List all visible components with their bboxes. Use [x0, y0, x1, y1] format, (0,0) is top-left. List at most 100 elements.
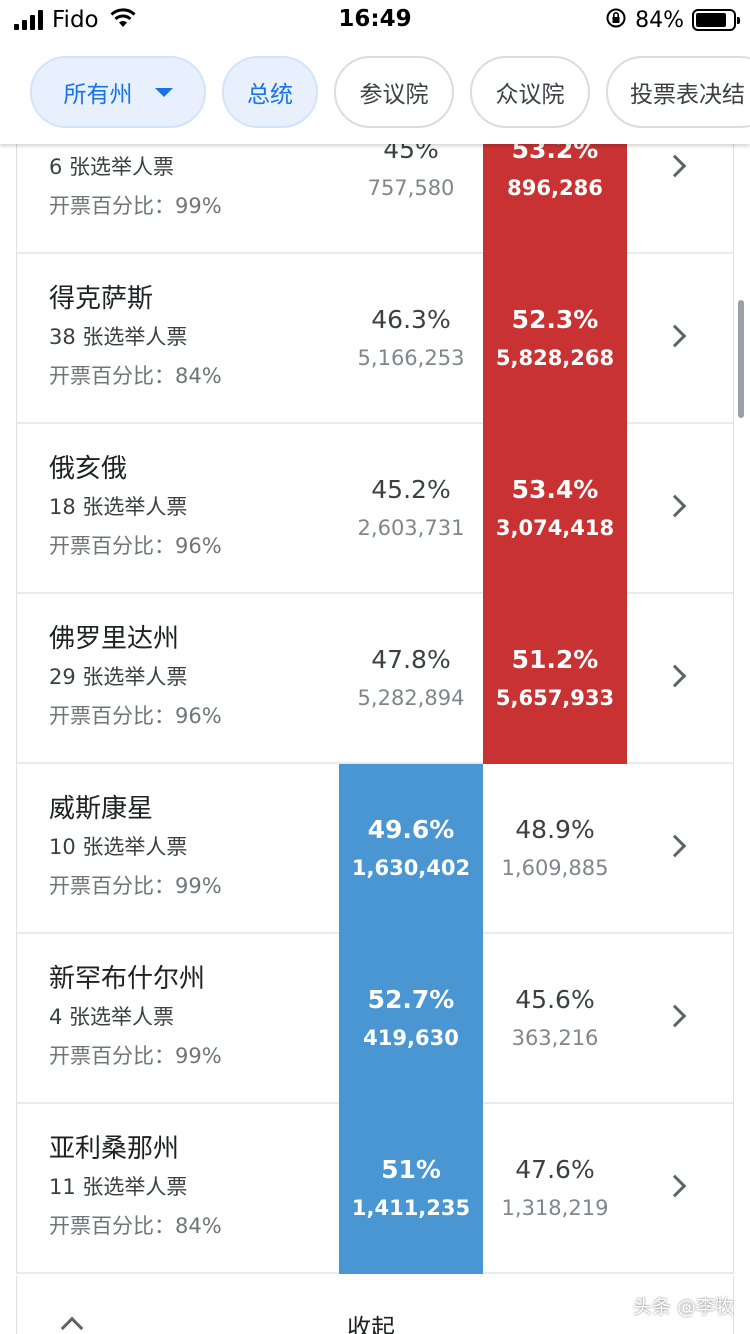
dem-percent: 46.3%	[371, 305, 451, 334]
dropdown-caret-icon	[154, 87, 173, 97]
dem-result-cell: 46.3% 5,166,253	[339, 254, 483, 424]
electoral-votes: 10 张选举人票	[49, 835, 188, 859]
dem-result-cell: 49.6% 1,630,402	[339, 764, 483, 934]
rep-result-cell: 53.4% 3,074,418	[483, 424, 627, 594]
dem-votes: 419,630	[363, 1026, 459, 1050]
rep-percent: 47.6%	[515, 1155, 595, 1184]
results-table: 6 张选举人票 开票百分比：99% 45% 757,580 53.2% 896,…	[16, 84, 734, 1274]
chevron-right-icon[interactable]	[663, 494, 687, 518]
state-info: 新罕布什尔州 4 张选举人票 开票百分比：99%	[49, 960, 222, 1076]
dem-result-cell: 45.2% 2,603,731	[339, 424, 483, 594]
orientation-lock-icon	[605, 7, 627, 33]
chip-house[interactable]: 众议院	[470, 56, 590, 128]
rep-votes: 1,318,219	[501, 1196, 609, 1220]
electoral-votes: 6 张选举人票	[49, 155, 175, 179]
rep-percent: 53.4%	[511, 475, 599, 504]
status-right: 84%	[605, 6, 740, 34]
state-name: 俄亥俄	[49, 454, 128, 484]
dem-result-cell: 52.7% 419,630	[339, 934, 483, 1104]
chip-ballot-measures[interactable]: 投票表决结	[606, 56, 750, 128]
chevron-right-icon[interactable]	[663, 324, 687, 348]
dem-percent: 52.7%	[367, 985, 455, 1014]
rep-percent: 51.2%	[511, 645, 599, 674]
state-name: 新罕布什尔州	[49, 964, 206, 994]
chip-all-states[interactable]: 所有州	[30, 56, 206, 128]
electoral-votes: 29 张选举人票	[49, 665, 188, 689]
electoral-votes: 4 张选举人票	[49, 1005, 175, 1029]
wifi-icon	[109, 7, 137, 33]
chevron-right-icon[interactable]	[663, 154, 687, 178]
rep-percent: 48.9%	[515, 815, 595, 844]
state-row[interactable]: 亚利桑那州 11 张选举人票 开票百分比：84% 51% 1,411,235 4…	[17, 1104, 733, 1274]
state-row[interactable]: 俄亥俄 18 张选举人票 开票百分比：96% 45.2% 2,603,731 5…	[17, 424, 733, 594]
dem-result-cell: 47.8% 5,282,894	[339, 594, 483, 764]
state-info: 6 张选举人票 开票百分比：99%	[49, 110, 222, 226]
dem-votes: 1,411,235	[351, 1196, 471, 1220]
dem-percent: 51%	[381, 1155, 441, 1184]
rep-result-cell: 47.6% 1,318,219	[483, 1104, 627, 1274]
state-info: 亚利桑那州 11 张选举人票 开票百分比：84%	[49, 1130, 222, 1246]
rep-result-cell: 48.9% 1,609,885	[483, 764, 627, 934]
dem-percent: 45.2%	[371, 475, 451, 504]
battery-icon	[692, 9, 740, 31]
state-row[interactable]: 佛罗里达州 29 张选举人票 开票百分比：96% 47.8% 5,282,894…	[17, 594, 733, 764]
reporting-percent: 开票百分比：84%	[49, 364, 222, 388]
rep-votes: 363,216	[511, 1026, 599, 1050]
electoral-votes: 18 张选举人票	[49, 495, 188, 519]
chevron-right-icon[interactable]	[663, 1004, 687, 1028]
chip-label: 参议院	[359, 82, 429, 108]
reporting-percent: 开票百分比：99%	[49, 194, 222, 218]
collapse-label: 收起	[347, 1314, 395, 1334]
rep-votes: 896,286	[507, 176, 603, 200]
status-left: Fido	[14, 6, 137, 34]
clock: 16:49	[338, 6, 412, 32]
chevron-right-icon[interactable]	[663, 1174, 687, 1198]
reporting-percent: 开票百分比：96%	[49, 704, 222, 728]
chip-label: 所有州	[63, 82, 133, 108]
state-info: 得克萨斯 38 张选举人票 开票百分比：84%	[49, 280, 222, 396]
rep-votes: 5,657,933	[495, 686, 615, 710]
chip-label: 投票表决结	[630, 82, 745, 108]
state-info: 俄亥俄 18 张选举人票 开票百分比：96%	[49, 450, 222, 566]
chip-senate[interactable]: 参议院	[334, 56, 454, 128]
chip-president[interactable]: 总统	[222, 56, 318, 128]
watermark: 头条 @李牧	[632, 1296, 734, 1318]
chip-label: 总统	[247, 82, 293, 108]
rep-result-cell: 45.6% 363,216	[483, 934, 627, 1104]
dem-percent: 47.8%	[371, 645, 451, 674]
dem-votes: 757,580	[367, 176, 455, 200]
chip-label: 众议院	[495, 82, 565, 108]
reporting-percent: 开票百分比：99%	[49, 874, 222, 898]
dem-votes: 5,282,894	[357, 686, 465, 710]
dem-votes: 2,603,731	[357, 516, 465, 540]
state-info: 佛罗里达州 29 张选举人票 开票百分比：96%	[49, 620, 222, 736]
cellular-signal-icon	[14, 10, 43, 30]
state-row[interactable]: 威斯康星 10 张选举人票 开票百分比：99% 49.6% 1,630,402 …	[17, 764, 733, 934]
rep-percent: 52.3%	[511, 305, 599, 334]
reporting-percent: 开票百分比：96%	[49, 534, 222, 558]
dem-votes: 5,166,253	[357, 346, 465, 370]
chevron-right-icon[interactable]	[663, 834, 687, 858]
state-row[interactable]: 新罕布什尔州 4 张选举人票 开票百分比：99% 52.7% 419,630 4…	[17, 934, 733, 1104]
state-name: 亚利桑那州	[49, 1134, 180, 1164]
rep-percent: 45.6%	[515, 985, 595, 1014]
scrollbar[interactable]	[738, 300, 744, 418]
rep-votes: 1,609,885	[501, 856, 609, 880]
dem-votes: 1,630,402	[351, 856, 471, 880]
rep-result-cell: 52.3% 5,828,268	[483, 254, 627, 424]
electoral-votes: 11 张选举人票	[49, 1175, 188, 1199]
state-info: 威斯康星 10 张选举人票 开票百分比：99%	[49, 790, 222, 906]
state-name: 佛罗里达州	[49, 624, 180, 654]
filter-chip-bar: 所有州 总统 参议院 众议院 投票表决结	[0, 40, 750, 144]
dem-result-cell: 51% 1,411,235	[339, 1104, 483, 1274]
reporting-percent: 开票百分比：99%	[49, 1044, 222, 1068]
dem-percent: 49.6%	[367, 815, 455, 844]
rep-result-cell: 51.2% 5,657,933	[483, 594, 627, 764]
carrier-name: Fido	[52, 7, 99, 33]
state-row[interactable]: 得克萨斯 38 张选举人票 开票百分比：84% 46.3% 5,166,253 …	[17, 254, 733, 424]
rep-votes: 3,074,418	[495, 516, 615, 540]
collapse-button[interactable]: 收起	[16, 1276, 734, 1334]
chevron-right-icon[interactable]	[663, 664, 687, 688]
electoral-votes: 38 张选举人票	[49, 325, 188, 349]
status-bar: Fido 16:49 84%	[0, 0, 750, 40]
